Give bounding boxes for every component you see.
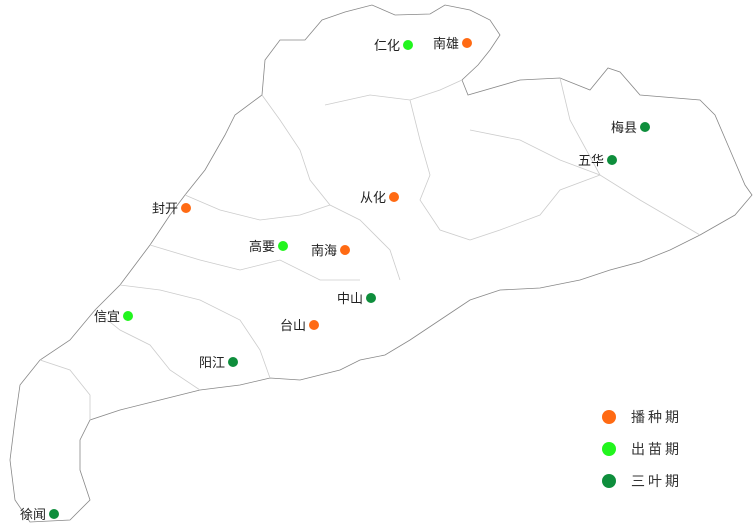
station-0[interactable]: 仁化 xyxy=(374,39,413,54)
station-12[interactable]: 徐闻 xyxy=(20,508,59,523)
station-7[interactable]: 南海 xyxy=(311,243,350,259)
legend-label: 三叶期 xyxy=(631,474,682,490)
station-label: 仁化 xyxy=(374,39,400,54)
station-marker[interactable] xyxy=(607,155,617,165)
station-6[interactable]: 高要 xyxy=(249,239,288,255)
station-marker[interactable] xyxy=(49,509,59,519)
legend-label: 播种期 xyxy=(631,410,682,426)
province-outline xyxy=(9,4,753,523)
station-label: 台山 xyxy=(280,319,306,334)
station-4[interactable]: 封开 xyxy=(152,202,191,217)
station-marker[interactable] xyxy=(389,192,399,202)
station-label: 梅县 xyxy=(611,121,637,136)
station-marker[interactable] xyxy=(181,203,191,213)
legend-marker xyxy=(602,442,616,456)
station-5[interactable]: 从化 xyxy=(360,191,399,206)
station-marker[interactable] xyxy=(309,320,319,330)
station-9[interactable]: 信宜 xyxy=(94,310,133,325)
station-8[interactable]: 中山 xyxy=(337,292,376,307)
station-label: 高要 xyxy=(249,239,275,255)
station-label: 五华 xyxy=(578,154,604,169)
station-label: 中山 xyxy=(337,292,363,307)
station-2[interactable]: 梅县 xyxy=(611,121,650,136)
station-3[interactable]: 五华 xyxy=(578,154,617,169)
legend-marker xyxy=(602,410,616,424)
station-11[interactable]: 阳江 xyxy=(199,356,238,371)
station-marker[interactable] xyxy=(123,311,133,321)
legend-label: 出苗期 xyxy=(631,442,682,458)
station-label: 封开 xyxy=(152,202,178,217)
station-label: 南海 xyxy=(311,243,337,259)
station-marker[interactable] xyxy=(403,40,413,50)
station-marker[interactable] xyxy=(366,293,376,303)
station-label: 徐闻 xyxy=(20,508,46,523)
station-10[interactable]: 台山 xyxy=(280,319,319,334)
station-marker[interactable] xyxy=(278,241,288,251)
station-label: 南雄 xyxy=(433,36,459,52)
station-marker[interactable] xyxy=(640,122,650,132)
station-label: 信宜 xyxy=(94,310,120,325)
station-marker[interactable] xyxy=(462,38,472,48)
legend-marker xyxy=(602,474,616,488)
station-marker[interactable] xyxy=(228,357,238,367)
station-marker[interactable] xyxy=(340,245,350,255)
station-label: 从化 xyxy=(360,191,386,206)
city-borders xyxy=(39,77,701,420)
station-1[interactable]: 南雄 xyxy=(433,36,472,52)
station-label: 阳江 xyxy=(199,356,225,371)
